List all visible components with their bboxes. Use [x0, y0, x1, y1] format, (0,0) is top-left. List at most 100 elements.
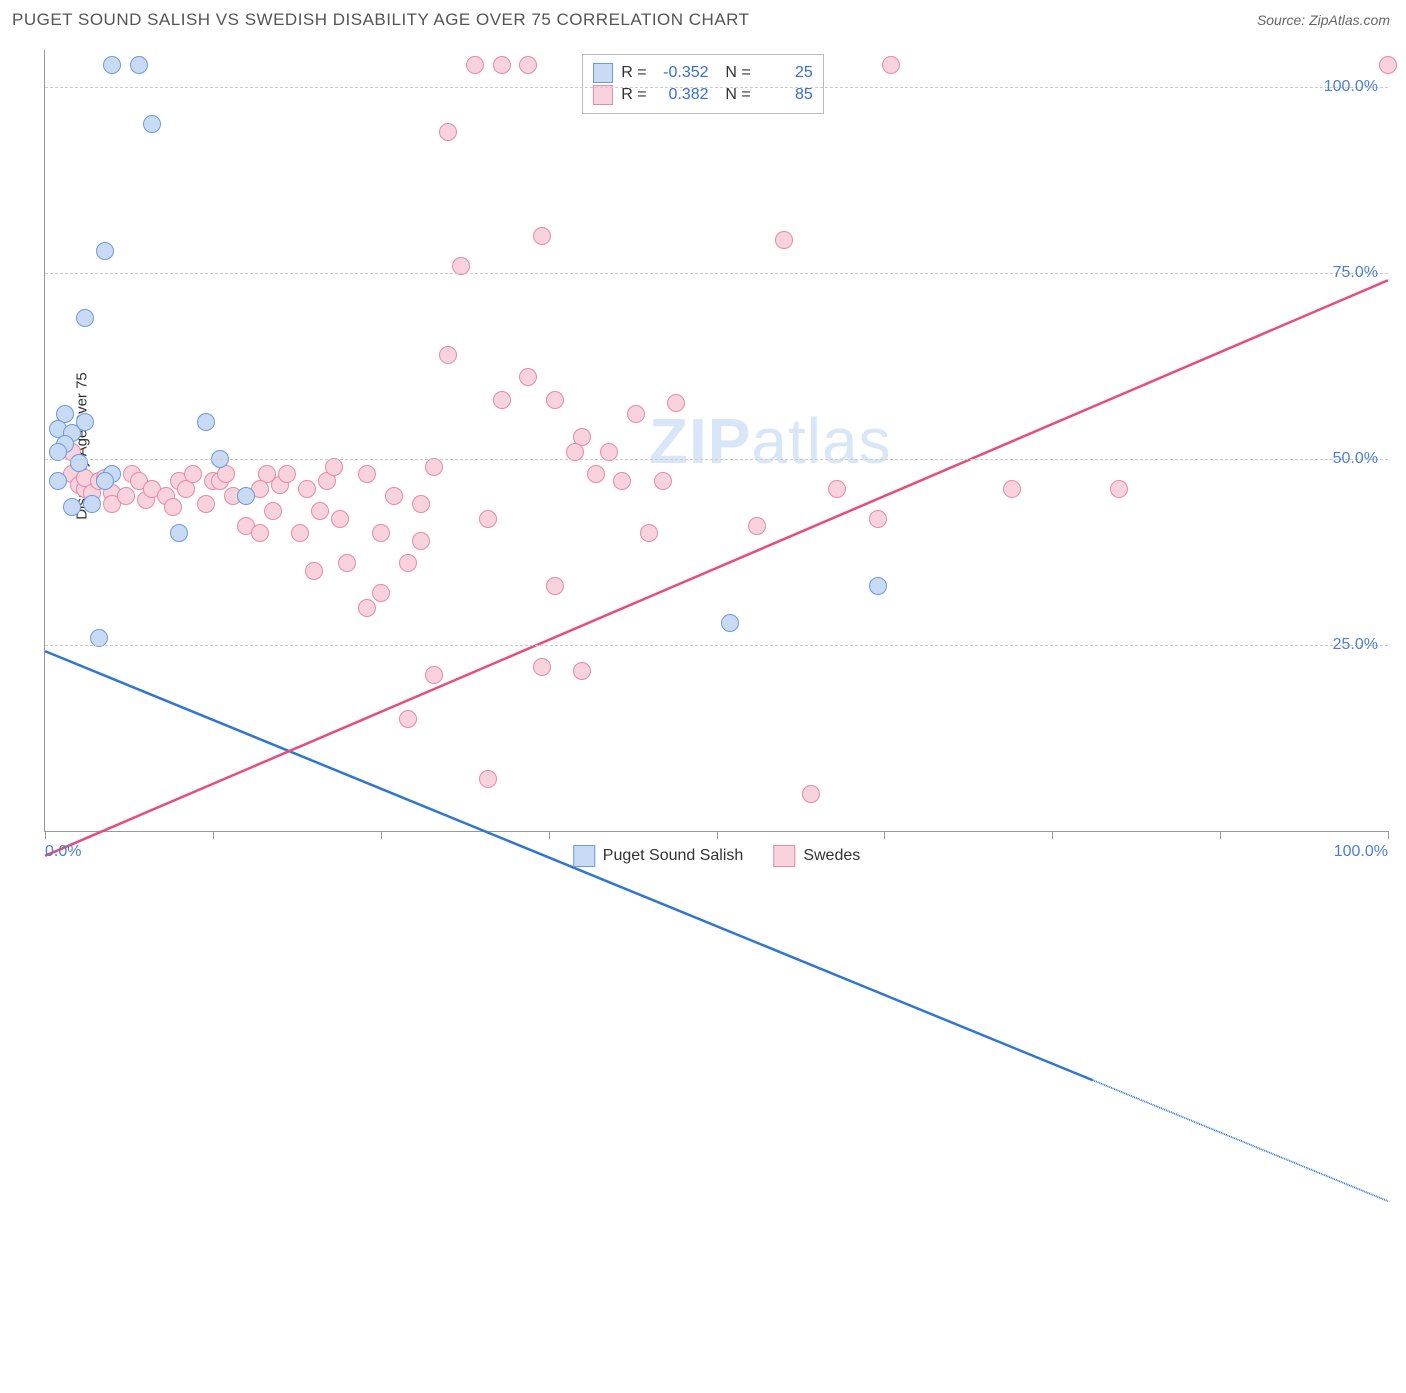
scatter-point-swedes — [184, 465, 202, 483]
y-tick-label: 50.0% — [1333, 450, 1378, 468]
scatter-point-swedes — [278, 465, 296, 483]
scatter-point-swedes — [640, 524, 658, 542]
scatter-point-swedes — [654, 472, 672, 490]
x-tick — [1052, 831, 1053, 839]
scatter-point-swedes — [493, 56, 511, 74]
scatter-point-swedes — [412, 495, 430, 513]
trendline-salish-extrapolated — [1093, 1080, 1388, 1201]
scatter-point-salish — [76, 309, 94, 327]
x-tick — [1220, 831, 1221, 839]
scatter-point-swedes — [566, 443, 584, 461]
scatter-point-swedes — [519, 56, 537, 74]
scatter-point-salish — [96, 242, 114, 260]
scatter-point-swedes — [1003, 480, 1021, 498]
scatter-point-swedes — [533, 658, 551, 676]
stats-row-salish: R = -0.352 N = 25 — [593, 63, 813, 83]
scatter-point-swedes — [325, 458, 343, 476]
scatter-point-salish — [869, 577, 887, 595]
stats-n-label: N = — [717, 86, 751, 104]
source-attribution: Source: ZipAtlas.com — [1257, 12, 1390, 28]
scatter-points-layer — [45, 50, 1388, 831]
scatter-point-salish — [49, 443, 67, 461]
scatter-point-swedes — [573, 662, 591, 680]
scatter-point-swedes — [533, 227, 551, 245]
y-tick-label: 100.0% — [1324, 78, 1378, 96]
scatter-point-swedes — [519, 368, 537, 386]
scatter-point-swedes — [600, 443, 618, 461]
scatter-point-salish — [83, 495, 101, 513]
stats-n-swedes: 85 — [759, 86, 813, 104]
scatter-point-swedes — [298, 480, 316, 498]
scatter-point-swedes — [305, 562, 323, 580]
scatter-point-swedes — [251, 524, 269, 542]
scatter-point-swedes — [775, 231, 793, 249]
scatter-point-swedes — [311, 502, 329, 520]
chart-plot-area: ZIPatlas R = -0.352 N = 25 R = 0.382 N =… — [44, 50, 1388, 832]
x-tick — [381, 831, 382, 839]
scatter-point-swedes — [546, 577, 564, 595]
scatter-point-swedes — [882, 56, 900, 74]
scatter-point-swedes — [331, 510, 349, 528]
series-legend: Puget Sound Salish Swedes — [573, 845, 860, 867]
x-tick — [45, 831, 46, 839]
scatter-point-salish — [143, 115, 161, 133]
scatter-point-swedes — [493, 391, 511, 409]
scatter-point-salish — [721, 614, 739, 632]
scatter-point-swedes — [372, 584, 390, 602]
gridline-h — [45, 273, 1388, 274]
y-tick-label: 75.0% — [1333, 264, 1378, 282]
scatter-point-swedes — [466, 56, 484, 74]
scatter-point-swedes — [439, 346, 457, 364]
scatter-point-salish — [70, 454, 88, 472]
legend-swatch-swedes — [773, 845, 795, 867]
x-tick — [549, 831, 550, 839]
x-tick-label: 100.0% — [1334, 843, 1388, 861]
x-tick — [717, 831, 718, 839]
scatter-point-swedes — [358, 599, 376, 617]
x-tick — [213, 831, 214, 839]
scatter-point-swedes — [1110, 480, 1128, 498]
scatter-point-swedes — [479, 510, 497, 528]
scatter-point-swedes — [748, 517, 766, 535]
scatter-point-salish — [130, 56, 148, 74]
legend-label-salish: Puget Sound Salish — [603, 847, 744, 865]
y-tick-label: 25.0% — [1333, 636, 1378, 654]
scatter-point-salish — [63, 498, 81, 516]
stats-r-label: R = — [621, 86, 646, 104]
stats-swatch-salish — [593, 63, 613, 83]
correlation-stats-box: R = -0.352 N = 25 R = 0.382 N = 85 — [582, 54, 824, 114]
scatter-point-swedes — [627, 405, 645, 423]
scatter-point-swedes — [338, 554, 356, 572]
gridline-h — [45, 645, 1388, 646]
legend-item-salish: Puget Sound Salish — [573, 845, 744, 867]
scatter-point-swedes — [291, 524, 309, 542]
scatter-point-salish — [197, 413, 215, 431]
stats-n-label: N = — [717, 64, 751, 82]
chart-title: PUGET SOUND SALISH VS SWEDISH DISABILITY… — [12, 10, 750, 30]
scatter-point-salish — [76, 413, 94, 431]
scatter-point-swedes — [399, 554, 417, 572]
scatter-point-swedes — [439, 123, 457, 141]
scatter-point-swedes — [425, 458, 443, 476]
scatter-point-swedes — [802, 785, 820, 803]
x-tick — [884, 831, 885, 839]
scatter-point-salish — [96, 472, 114, 490]
scatter-point-swedes — [372, 524, 390, 542]
gridline-h — [45, 87, 1388, 88]
x-tick — [1388, 831, 1389, 839]
scatter-point-swedes — [828, 480, 846, 498]
scatter-point-salish — [90, 629, 108, 647]
stats-r-label: R = — [621, 64, 646, 82]
scatter-point-swedes — [399, 710, 417, 728]
scatter-point-swedes — [667, 394, 685, 412]
scatter-point-swedes — [264, 502, 282, 520]
scatter-point-swedes — [1379, 56, 1397, 74]
scatter-point-salish — [103, 56, 121, 74]
scatter-point-swedes — [412, 532, 430, 550]
scatter-point-swedes — [164, 498, 182, 516]
scatter-point-swedes — [546, 391, 564, 409]
scatter-point-swedes — [587, 465, 605, 483]
scatter-point-swedes — [479, 770, 497, 788]
scatter-point-swedes — [613, 472, 631, 490]
scatter-point-salish — [237, 487, 255, 505]
